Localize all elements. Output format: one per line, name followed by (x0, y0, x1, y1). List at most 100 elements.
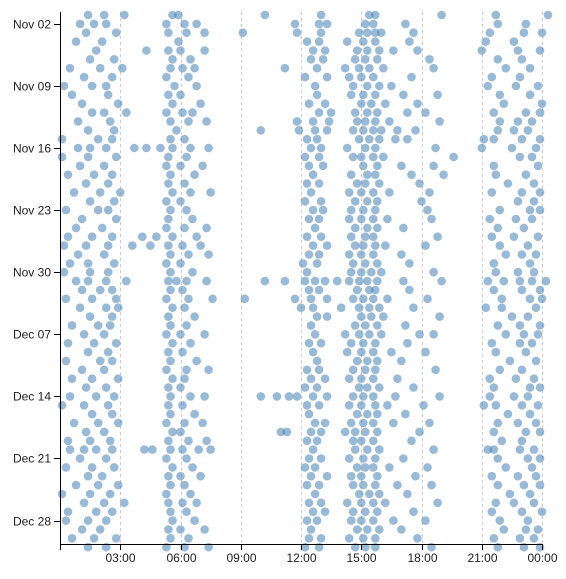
data-point (304, 214, 314, 224)
data-point (363, 383, 372, 392)
data-point (180, 223, 189, 233)
data-point (375, 525, 384, 534)
data-point (83, 516, 93, 525)
data-point (535, 454, 545, 463)
data-point (103, 179, 113, 188)
data-point (85, 267, 95, 277)
data-point (525, 63, 535, 73)
data-point (515, 276, 525, 286)
data-point (521, 19, 531, 29)
data-point (354, 330, 364, 339)
data-point (357, 312, 366, 321)
data-point (166, 445, 175, 454)
data-point (107, 134, 117, 144)
data-point (397, 525, 406, 534)
data-point (312, 63, 322, 73)
data-point (164, 90, 173, 100)
data-point (300, 197, 310, 206)
data-point (312, 436, 322, 446)
data-point (162, 365, 171, 375)
data-point (501, 250, 511, 259)
data-point (87, 108, 97, 117)
data-point (318, 205, 328, 215)
data-point (304, 409, 314, 419)
data-point (509, 392, 519, 401)
data-point (61, 205, 71, 215)
data-point (322, 312, 332, 321)
data-point (363, 197, 372, 206)
data-point (314, 108, 324, 117)
data-point (310, 489, 320, 499)
data-point (401, 409, 410, 419)
data-point (116, 188, 125, 197)
data-point (318, 55, 328, 64)
data-point (371, 401, 380, 410)
data-point (166, 267, 175, 277)
data-point (204, 542, 213, 552)
data-point (346, 90, 356, 100)
data-point (415, 330, 424, 339)
data-point (282, 427, 292, 437)
data-point (316, 143, 326, 153)
data-point (517, 134, 527, 144)
data-point (120, 10, 129, 20)
data-point (164, 401, 173, 410)
data-point (523, 126, 533, 135)
data-point (385, 117, 394, 126)
data-point (373, 471, 382, 481)
data-point (509, 232, 519, 241)
data-point (314, 480, 324, 490)
data-point (105, 436, 115, 446)
data-point (541, 276, 551, 286)
data-point (348, 436, 358, 446)
x-tick-label: 09:00 (226, 551, 256, 565)
data-point (206, 445, 215, 454)
data-point (188, 214, 197, 224)
data-point (369, 347, 378, 357)
data-point (101, 303, 111, 313)
data-point (196, 241, 205, 250)
data-point (515, 338, 525, 348)
data-point (371, 542, 380, 552)
data-point (403, 134, 412, 144)
data-point (371, 534, 380, 543)
data-point (164, 28, 173, 37)
data-point (521, 427, 531, 437)
data-point (206, 188, 215, 197)
data-point (371, 10, 380, 20)
data-point (196, 471, 205, 481)
data-point (509, 498, 519, 508)
data-point (529, 374, 539, 384)
data-point (348, 81, 358, 91)
data-point (359, 294, 368, 304)
x-tick-label: 06:00 (166, 551, 196, 565)
data-point (350, 241, 360, 250)
data-point (521, 347, 531, 357)
data-point (174, 10, 183, 20)
data-point (348, 507, 358, 516)
data-point (164, 46, 173, 55)
data-point (79, 72, 89, 82)
data-point (413, 99, 422, 108)
data-point (164, 312, 173, 321)
data-point (83, 10, 93, 20)
data-point (306, 294, 316, 304)
data-point (146, 241, 155, 250)
data-point (302, 134, 312, 144)
data-point (316, 338, 326, 348)
data-point (113, 418, 123, 428)
data-point (101, 276, 111, 286)
data-point (182, 365, 191, 375)
data-point (375, 445, 384, 454)
data-point (107, 285, 117, 295)
data-point (493, 321, 503, 330)
data-point (186, 143, 195, 153)
data-point (375, 134, 384, 144)
data-point (363, 170, 372, 179)
data-point (101, 454, 111, 463)
data-point (63, 170, 73, 179)
data-point (308, 117, 318, 126)
data-point (373, 55, 382, 64)
data-point (111, 214, 121, 224)
